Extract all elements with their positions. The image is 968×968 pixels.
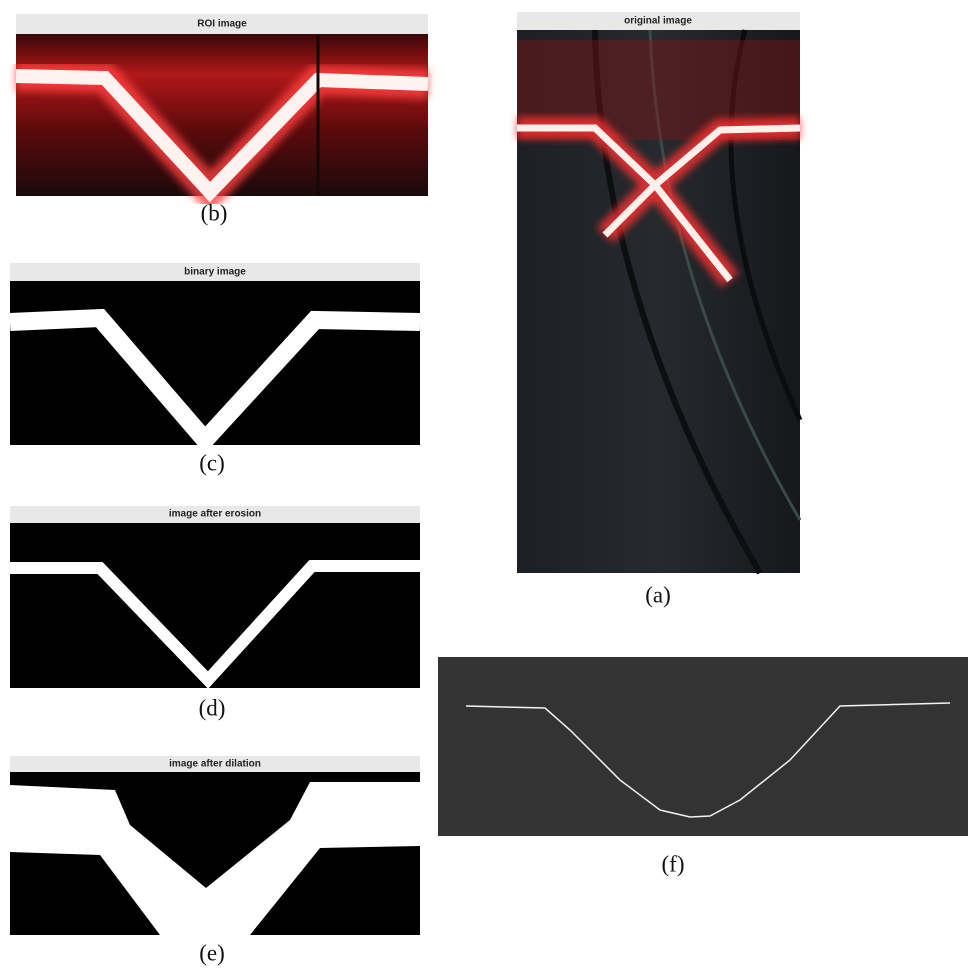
- panel-caption: (f): [662, 851, 685, 876]
- figure: ROI image (b) binary image (c) image aft…: [0, 0, 968, 968]
- panel-caption: (b): [201, 200, 228, 225]
- panel-b: ROI image (b): [16, 14, 428, 225]
- panel-title: image after dilation: [169, 759, 261, 770]
- panel-f: (f): [438, 657, 968, 876]
- panel-c: binary image (c): [10, 263, 420, 475]
- panel-e: image after dilation (e): [10, 756, 420, 965]
- panel-title: ROI image: [197, 19, 247, 30]
- panel-d: image after erosion (d): [10, 506, 420, 720]
- panel-caption: (c): [199, 450, 225, 475]
- erosion-image: [10, 523, 420, 688]
- panel-title: image after erosion: [169, 509, 261, 520]
- panel-a: original image (a): [517, 12, 800, 607]
- panel-caption: (d): [199, 695, 226, 720]
- panel-caption: (e): [199, 940, 225, 965]
- profile-image: [438, 657, 968, 836]
- panel-title: binary image: [184, 267, 246, 278]
- panel-title: original image: [624, 16, 692, 27]
- panel-caption: (a): [645, 582, 671, 607]
